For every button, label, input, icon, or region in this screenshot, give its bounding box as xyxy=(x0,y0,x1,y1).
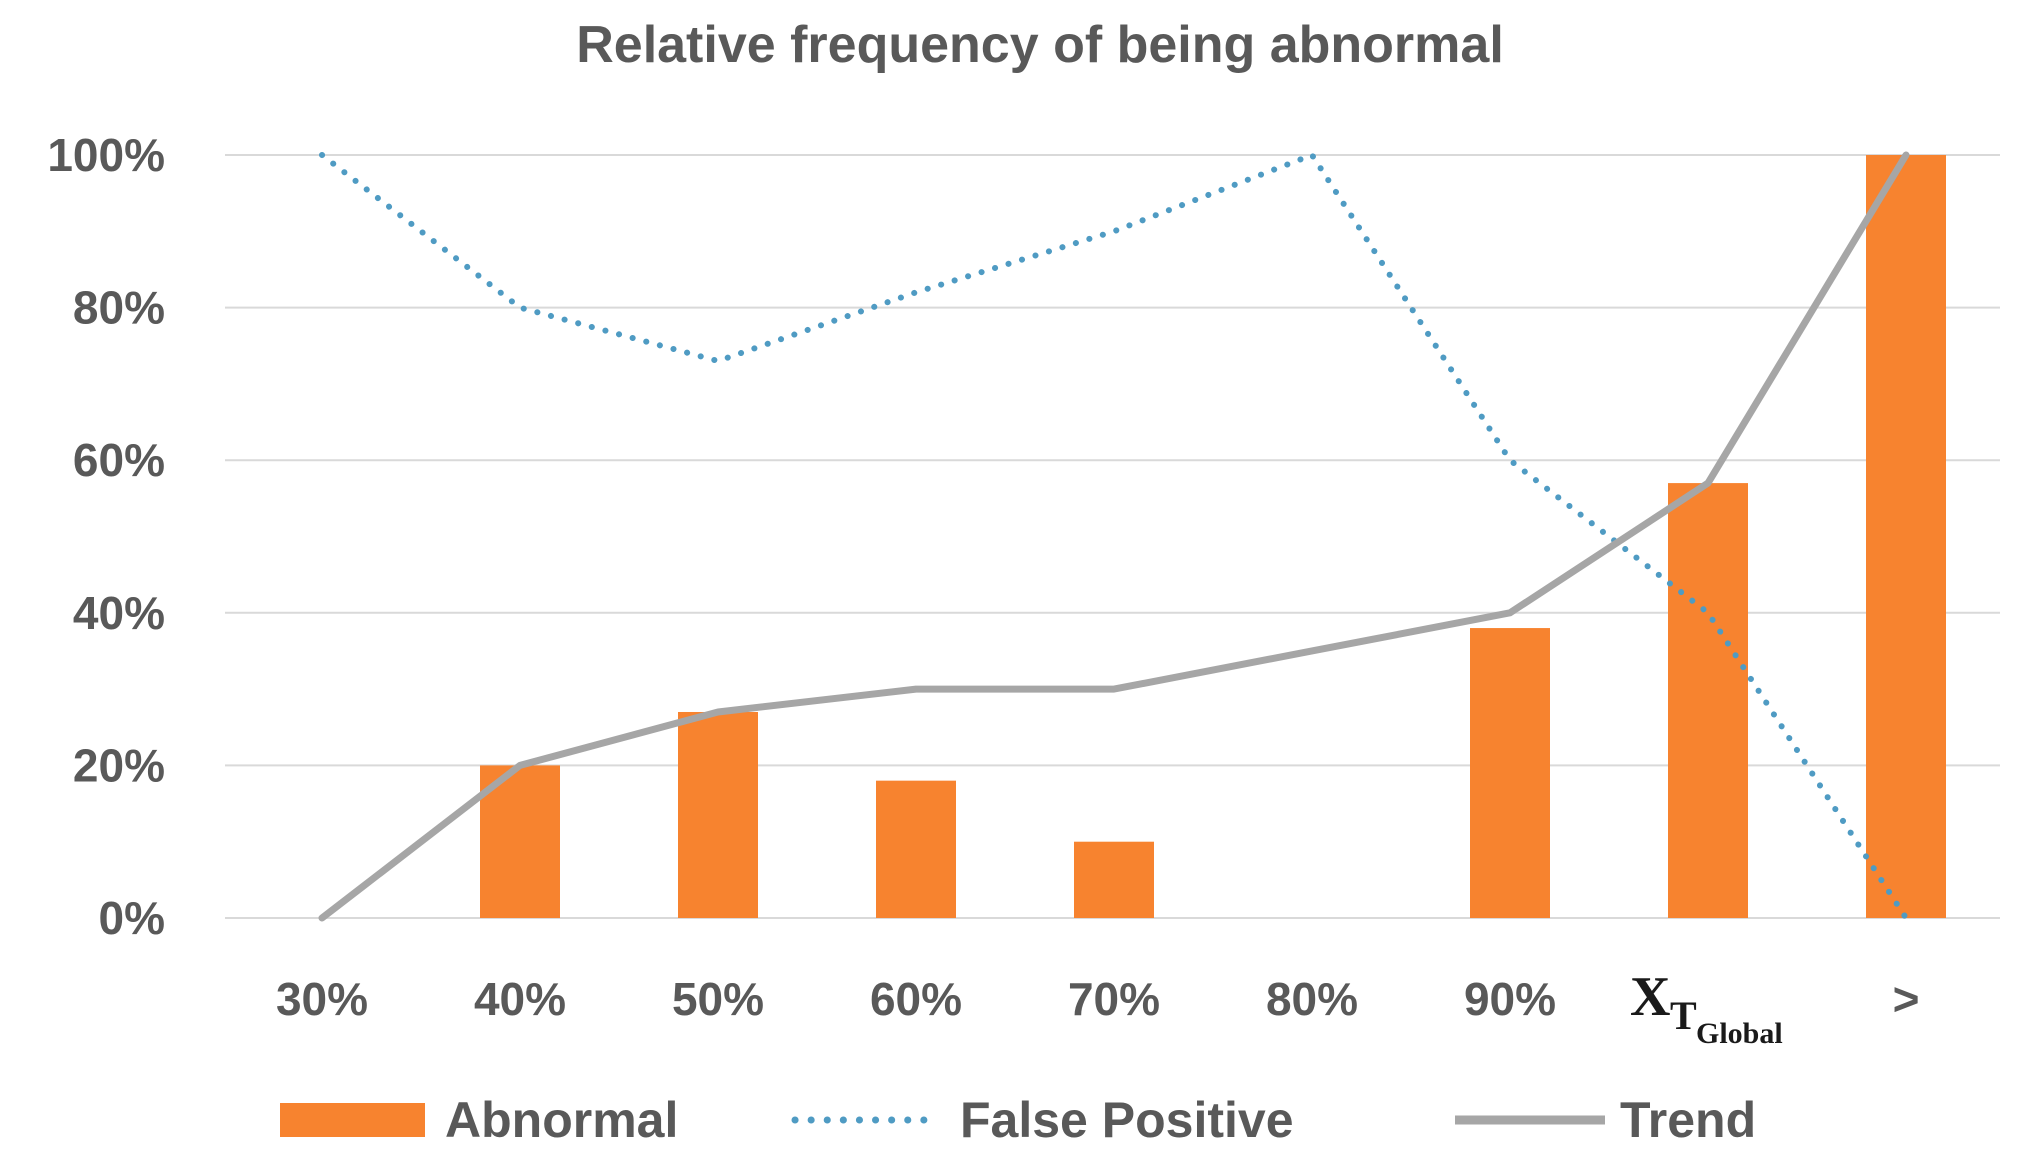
legend-swatch-bar xyxy=(280,1103,425,1137)
legend-label: Trend xyxy=(1620,1092,1756,1148)
abnormal-bar xyxy=(1866,155,1946,918)
abnormal-bar xyxy=(1074,841,1154,918)
x-tick-label: 90% xyxy=(1464,973,1556,1025)
x-symbol-main: X xyxy=(1630,966,1670,1028)
chart-title: Relative frequency of being abnormal xyxy=(576,16,1504,74)
legend-item: Abnormal xyxy=(280,1092,678,1148)
y-tick-label: 20% xyxy=(73,739,165,791)
x-tick-label: 60% xyxy=(870,973,962,1025)
x-tick-label-xtglobal: X T Global xyxy=(1630,966,1783,1050)
legend-item: False Positive xyxy=(791,1092,1294,1148)
y-tick-label: 40% xyxy=(73,587,165,639)
abnormal-bar xyxy=(480,765,560,918)
legend-label: False Positive xyxy=(960,1092,1294,1148)
y-tick-label: 80% xyxy=(73,282,165,334)
abnormal-bar xyxy=(876,780,956,918)
x-axis-ticks: 30% 40% 50% 60% 70% 80% 90% X T Global > xyxy=(276,966,1919,1050)
x-tick-label: 30% xyxy=(276,973,368,1025)
abnormal-bars xyxy=(480,155,1946,918)
y-tick-label: 0% xyxy=(99,892,165,944)
legend: Abnormal False Positive Trend xyxy=(280,1092,1756,1148)
trend-line xyxy=(318,151,1910,922)
abnormal-bar xyxy=(678,711,758,918)
y-axis-ticks: 0% 20% 40% 60% 80% 100% xyxy=(47,129,165,944)
false-positive-line xyxy=(319,152,1909,921)
abnormal-bar xyxy=(1668,483,1748,918)
y-tick-label: 100% xyxy=(47,129,165,181)
x-tick-label: 80% xyxy=(1266,973,1358,1025)
x-tick-label: 70% xyxy=(1068,973,1160,1025)
x-tick-label: > xyxy=(1893,973,1920,1025)
x-symbol-sub2: Global xyxy=(1696,1017,1783,1050)
x-symbol-sub1: T xyxy=(1670,993,1697,1038)
series-lines xyxy=(318,151,1910,922)
legend-label: Abnormal xyxy=(445,1092,678,1148)
x-tick-label: 40% xyxy=(474,973,566,1025)
abnormal-bar xyxy=(1470,628,1550,918)
x-tick-label: 50% xyxy=(672,973,764,1025)
y-tick-label: 60% xyxy=(73,434,165,486)
legend-item: Trend xyxy=(1455,1092,1756,1148)
